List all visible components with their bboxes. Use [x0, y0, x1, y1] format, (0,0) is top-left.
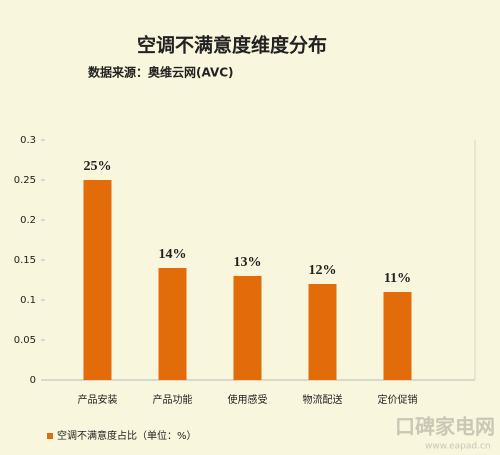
value-label: 11% — [384, 271, 411, 286]
x-tick-label: 使用感受 — [228, 393, 268, 406]
y-tick-label: 0.3 — [20, 135, 36, 146]
y-tick-label: 0.15 — [14, 255, 36, 266]
x-tick-label: 物流配送 — [303, 393, 343, 406]
watermark: 口碑家电网 — [395, 415, 495, 439]
legend-label: 空调不满意度占比（单位：%） — [57, 429, 197, 442]
y-tick-label: 0.25 — [14, 175, 36, 186]
bar — [83, 180, 112, 380]
x-tick-label: 产品安装 — [78, 393, 118, 406]
y-tick-label: 0.1 — [20, 295, 36, 306]
y-tick-label: 0 — [30, 375, 36, 386]
bar — [158, 268, 187, 380]
legend-swatch — [47, 433, 53, 439]
bar — [308, 284, 337, 380]
value-label: 12% — [309, 263, 337, 278]
chart-subtitle: 数据来源：奥维云网(AVC) — [88, 65, 234, 80]
value-label: 13% — [234, 255, 262, 270]
chart-title: 空调不满意度维度分布 — [137, 34, 327, 57]
x-tick-label: 产品功能 — [153, 393, 193, 406]
value-label: 25% — [84, 159, 112, 174]
bar — [383, 292, 412, 380]
y-tick-label: 0.2 — [20, 215, 36, 226]
watermark-url: www.eapad.cn — [425, 442, 491, 452]
bar — [233, 276, 262, 380]
x-tick-label: 定价促销 — [378, 393, 418, 406]
y-tick-label: 0.05 — [14, 335, 36, 346]
value-label: 14% — [159, 247, 187, 262]
